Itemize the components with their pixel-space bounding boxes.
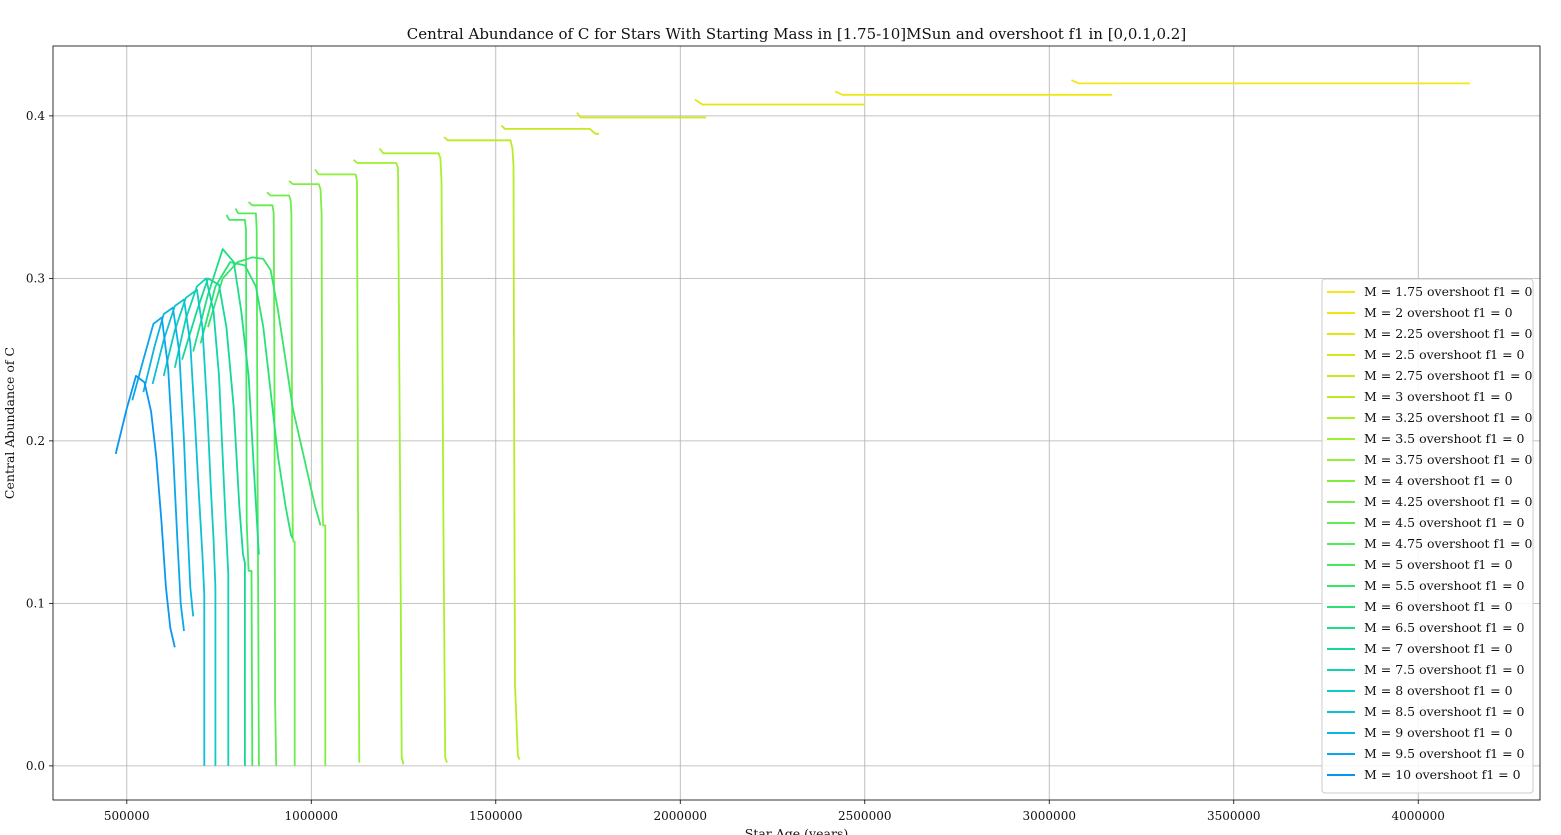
series-line bbox=[234, 208, 260, 766]
legend-entry: M = 2 overshoot f1 = 0 bbox=[1364, 305, 1513, 320]
y-tick-label: 0.3 bbox=[26, 271, 45, 285]
plot-frame bbox=[52, 45, 1541, 801]
series-line bbox=[142, 306, 195, 617]
x-tick-label: 2500000 bbox=[838, 809, 891, 823]
legend-entry: M = 2.25 overshoot f1 = 0 bbox=[1364, 326, 1532, 341]
legend-entry: M = 3.5 overshoot f1 = 0 bbox=[1364, 431, 1525, 446]
legend-box bbox=[1321, 278, 1534, 794]
series-line bbox=[288, 180, 327, 766]
legend-entry: M = 4 overshoot f1 = 0 bbox=[1364, 473, 1513, 488]
chart-title: Central Abundance of C for Stars With St… bbox=[407, 25, 1186, 43]
series-lines bbox=[114, 79, 1470, 766]
series-line bbox=[314, 168, 361, 763]
series-line bbox=[353, 159, 405, 765]
series-line bbox=[173, 277, 230, 766]
legend-entry: M = 9 overshoot f1 = 0 bbox=[1364, 725, 1513, 740]
y-tick-label: 0.4 bbox=[26, 109, 45, 123]
y-axis-label: Central Abundance of C bbox=[2, 347, 17, 499]
x-tick-label: 3000000 bbox=[1023, 809, 1076, 823]
series-line bbox=[151, 298, 206, 766]
legend-entry: M = 6.5 overshoot f1 = 0 bbox=[1364, 620, 1525, 635]
series-line bbox=[114, 374, 176, 648]
series-line bbox=[162, 288, 217, 766]
series-line bbox=[266, 191, 296, 766]
x-axis-label: Star Age (years) bbox=[745, 826, 848, 835]
series-line bbox=[576, 112, 707, 119]
x-tick-label: 2000000 bbox=[654, 809, 707, 823]
legend-entry: M = 8 overshoot f1 = 0 bbox=[1364, 683, 1513, 698]
series-line bbox=[834, 90, 1112, 96]
x-tick-label: 1500000 bbox=[469, 809, 522, 823]
y-tick-label: 0.2 bbox=[26, 434, 45, 448]
series-line bbox=[378, 147, 448, 763]
series-line bbox=[199, 261, 294, 539]
series-line bbox=[225, 214, 254, 766]
x-tick-label: 4000000 bbox=[1392, 809, 1445, 823]
x-tick-label: 1000000 bbox=[285, 809, 338, 823]
legend-entry: M = 4.5 overshoot f1 = 0 bbox=[1364, 515, 1525, 530]
legend-entry: M = 2.5 overshoot f1 = 0 bbox=[1364, 347, 1525, 362]
legend-entry: M = 3.75 overshoot f1 = 0 bbox=[1364, 452, 1532, 467]
legend-entry: M = 7.5 overshoot f1 = 0 bbox=[1364, 662, 1525, 677]
legend-entry: M = 3 overshoot f1 = 0 bbox=[1364, 389, 1513, 404]
series-line bbox=[694, 98, 865, 106]
y-tick-label: 0.1 bbox=[26, 596, 45, 610]
legend: M = 1.75 overshoot f1 = 0 M = 2 overshoot… bbox=[1321, 278, 1534, 794]
legend-entry: M = 2.75 overshoot f1 = 0 bbox=[1364, 368, 1532, 383]
legend-entry: M = 4.75 overshoot f1 = 0 bbox=[1364, 536, 1532, 551]
series-line bbox=[500, 124, 600, 135]
legend-entry: M = 4.25 overshoot f1 = 0 bbox=[1364, 494, 1532, 509]
series-line bbox=[181, 277, 246, 766]
legend-entry: M = 8.5 overshoot f1 = 0 bbox=[1364, 704, 1525, 719]
x-tick-label: 3500000 bbox=[1207, 809, 1260, 823]
axis-ticks: 500000 1000000 1500000 2000000 2500000 300000… bbox=[26, 109, 1445, 823]
legend-entry: M = 5.5 overshoot f1 = 0 bbox=[1364, 578, 1525, 593]
legend-entry: M = 3.25 overshoot f1 = 0 bbox=[1364, 410, 1532, 425]
series-line bbox=[1071, 79, 1470, 85]
legend-entry: M = 5 overshoot f1 = 0 bbox=[1364, 557, 1513, 572]
series-line bbox=[443, 136, 521, 760]
legend-entry: M = 1.75 overshoot f1 = 0 bbox=[1364, 284, 1532, 299]
legend-entry: M = 6 overshoot f1 = 0 bbox=[1364, 599, 1513, 614]
series-line bbox=[192, 248, 260, 555]
series-line bbox=[248, 201, 278, 766]
y-tick-label: 0.0 bbox=[26, 759, 45, 773]
legend-entry: M = 9.5 overshoot f1 = 0 bbox=[1364, 746, 1525, 761]
series-line bbox=[131, 316, 185, 632]
grid bbox=[53, 46, 1540, 800]
legend-entry: M = 10 overshoot f1 = 0 bbox=[1364, 767, 1521, 782]
legend-entry: M = 7 overshoot f1 = 0 bbox=[1364, 641, 1513, 656]
x-tick-label: 500000 bbox=[104, 809, 150, 823]
